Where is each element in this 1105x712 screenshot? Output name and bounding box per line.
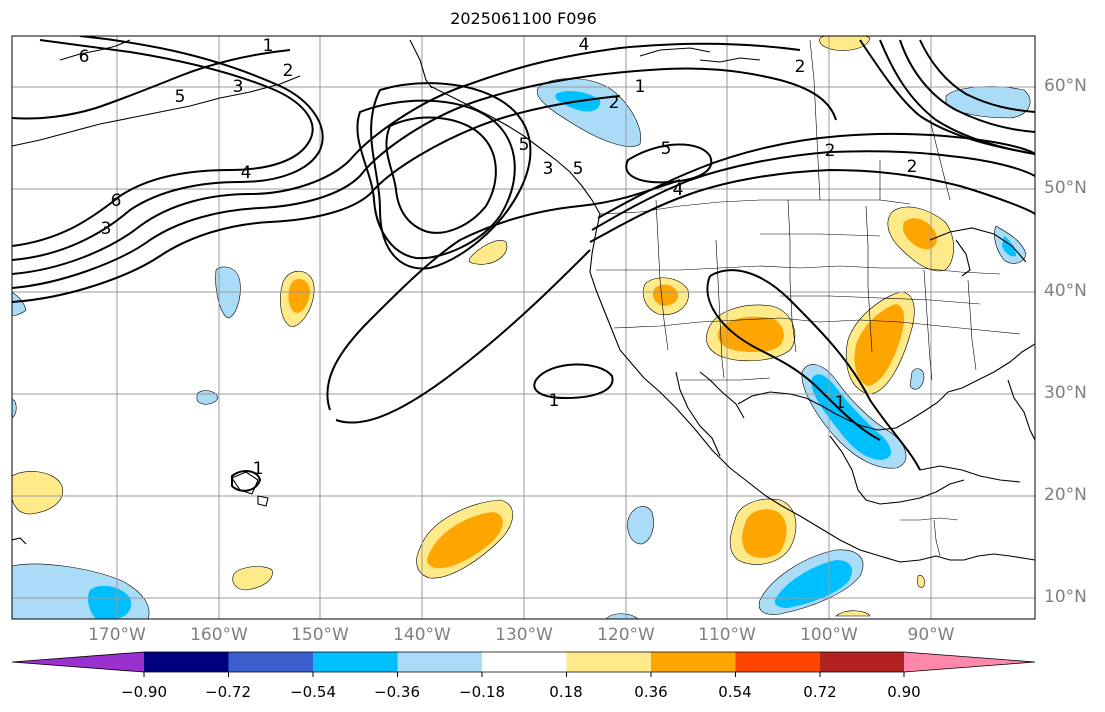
colorbar-segment (397, 652, 482, 672)
colorbar-segment (228, 652, 313, 672)
contour-label: 5 (573, 159, 584, 179)
contour-label: 4 (673, 180, 684, 200)
contour-label: 4 (579, 35, 590, 55)
contour-label: 3 (233, 77, 244, 97)
colorbar-tick-label: 0.90 (887, 683, 921, 701)
contour-label: 4 (673, 180, 684, 200)
latitude-label: 60°N (1044, 76, 1087, 96)
colorbar-segment (820, 652, 904, 672)
contour-label: 2 (283, 61, 294, 81)
contour-label: 6 (79, 47, 90, 67)
contour-label: 5 (175, 87, 186, 107)
colorbar-tick-label: −0.72 (205, 683, 251, 701)
contour-label: 2 (795, 57, 806, 77)
map-title: 2025061100 F096 (450, 9, 597, 28)
colorbar-tick-label: 0.36 (634, 683, 668, 701)
longitude-label: 140°W (393, 625, 451, 645)
contour-label: 1 (549, 391, 560, 411)
colorbar-extend-high (904, 652, 1035, 672)
contour-label: 1 (253, 459, 264, 479)
colorbar-extend-low (12, 652, 144, 672)
longitude-label: 110°W (698, 625, 756, 645)
contour-labels: 1 2 3 4 5 6 1 2 5 3 6 4 3 4 2 5 5 4 2 2 … (79, 35, 918, 479)
contour-label: 1 (263, 36, 274, 56)
contour-label: 1 (835, 393, 846, 413)
contour-label: 2 (609, 93, 620, 113)
colorbar-segment (735, 652, 820, 672)
positive-anomaly-shading (12, 36, 954, 617)
contour-label: 3 (543, 159, 554, 179)
colorbar-segment (482, 652, 567, 672)
coastlines (12, 39, 1035, 563)
latitude-label: 50°N (1044, 178, 1087, 198)
contour-label: 2 (825, 141, 836, 161)
longitude-label: 100°W (800, 625, 858, 645)
colorbar-segment (313, 652, 398, 672)
contour-label: 2 (907, 157, 918, 177)
latitude-label: 10°N (1044, 587, 1087, 607)
longitude-label: 150°W (291, 625, 349, 645)
map-area: 1 2 3 4 5 6 1 2 5 3 6 4 3 4 2 5 5 4 2 2 … (12, 35, 1035, 619)
latitude-label: 20°N (1044, 485, 1087, 505)
colorbar-tick-label: −0.54 (290, 683, 336, 701)
colorbar-tick-label: 0.54 (718, 683, 752, 701)
colorbar-segment (651, 652, 736, 672)
colorbar-tick-label: −0.36 (374, 683, 420, 701)
colorbar-tick-label: −0.18 (459, 683, 505, 701)
contour-lines (12, 36, 1035, 492)
colorbar-segment (566, 652, 651, 672)
colorbar-tick-label: 0.72 (803, 683, 837, 701)
contour-label: 5 (519, 135, 530, 155)
contour-label: 4 (241, 163, 252, 183)
longitude-label: 90°W (907, 625, 955, 645)
contour-label: 6 (111, 191, 122, 211)
contour-label: 5 (661, 139, 672, 159)
longitude-label: 160°W (190, 625, 248, 645)
longitude-label: 120°W (597, 625, 655, 645)
longitude-label: 170°W (88, 625, 146, 645)
colorbar-tick-label: 0.18 (549, 683, 583, 701)
contour-label: 1 (635, 77, 646, 97)
colorbar (11, 651, 1036, 677)
longitude-label: 130°W (495, 625, 553, 645)
map-frame (11, 35, 1036, 620)
negative-anomaly-shading (12, 78, 1031, 619)
colorbar-segment (144, 652, 229, 672)
colorbar-tick-label: −0.90 (121, 683, 167, 701)
contour-label: 3 (101, 219, 112, 239)
latitude-label: 40°N (1044, 281, 1087, 301)
latitude-label: 30°N (1044, 383, 1087, 403)
